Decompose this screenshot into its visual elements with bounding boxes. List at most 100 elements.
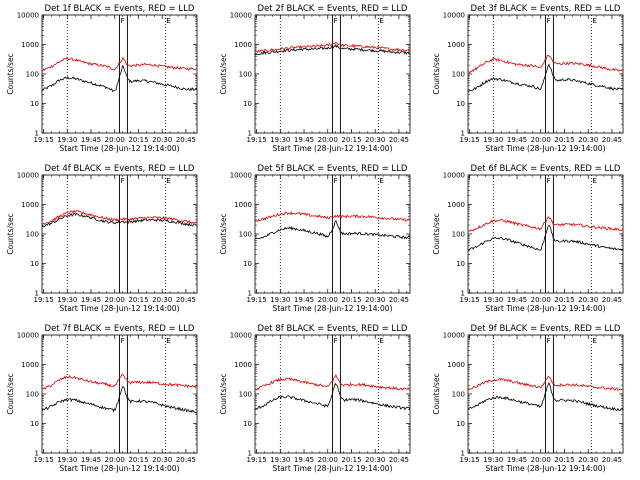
lld-series-line — [254, 41, 411, 54]
marker-letter: F — [121, 337, 125, 345]
detector-panel-5: Det 5f BLACK = Events, RED = LLD 1 10 100 10… — [219, 164, 411, 313]
detector-panel-1: Det 1f BLACK = Events, RED = LLD 1 10 100 10… — [6, 4, 198, 153]
y-axis-label: Counts/sec — [432, 373, 441, 414]
x-tick-label: 19:30 — [57, 456, 77, 464]
x-axis-label: Start Time (28-Jun-12 19:14:00) — [60, 304, 180, 313]
y-tick-label: 100 — [452, 391, 465, 399]
marker-letter: F — [547, 17, 551, 25]
y-axis-label: Counts/sec — [432, 213, 441, 254]
y-tick-label: 10 — [243, 260, 252, 268]
y-axis-label: Counts/sec — [6, 53, 15, 94]
panel-title: Det 9f BLACK = Events, RED = LLD — [471, 324, 621, 334]
y-tick-label: 1000 — [234, 41, 252, 49]
x-axis-label: Start Time (28-Jun-12 19:14:00) — [273, 144, 393, 153]
y-tick-label: 10000 — [230, 12, 252, 20]
y-tick-label: 100 — [26, 231, 39, 239]
y-axis-label: Counts/sec — [219, 213, 228, 254]
marker-letter: E — [592, 17, 596, 25]
x-tick-label: 20:45 — [176, 136, 196, 144]
x-tick-label: 20:00 — [318, 456, 338, 464]
x-tick-label: 19:45 — [81, 456, 101, 464]
x-tick-label: 19:15 — [459, 296, 479, 304]
y-tick-label: 10 — [30, 420, 39, 428]
x-tick-label: 20:30 — [152, 136, 172, 144]
y-tick-label: 1 — [248, 290, 252, 298]
x-tick-label: 19:15 — [246, 296, 266, 304]
x-tick-label: 19:15 — [459, 456, 479, 464]
detector-panel-7: Det 7f BLACK = Events, RED = LLD 1 10 100 10… — [6, 324, 198, 473]
marker-letter: E — [166, 337, 170, 345]
x-tick-label: 19:45 — [507, 296, 527, 304]
events-series-line — [41, 385, 198, 414]
y-tick-label: 100 — [452, 231, 465, 239]
y-tick-label: 1 — [248, 450, 252, 458]
x-axis-label: Start Time (28-Jun-12 19:14:00) — [486, 464, 606, 473]
x-tick-label: 19:15 — [33, 456, 53, 464]
y-tick-label: 1000 — [447, 201, 465, 209]
x-tick-label: 20:00 — [318, 136, 338, 144]
y-tick-label: 10 — [30, 100, 39, 108]
events-series-line — [467, 381, 624, 411]
y-axis-label: Counts/sec — [219, 53, 228, 94]
y-tick-label: 10000 — [17, 332, 39, 340]
y-tick-label: 1000 — [21, 41, 39, 49]
x-tick-label: 19:30 — [483, 456, 503, 464]
x-tick-label: 20:45 — [176, 296, 196, 304]
x-tick-label: 19:30 — [57, 136, 77, 144]
y-tick-label: 10000 — [443, 12, 465, 20]
panel-title: Det 8f BLACK = Events, RED = LLD — [258, 324, 408, 334]
x-tick-label: 19:45 — [507, 456, 527, 464]
x-tick-label: 19:30 — [270, 296, 290, 304]
y-tick-label: 10000 — [443, 172, 465, 180]
x-tick-label: 20:00 — [105, 136, 125, 144]
x-tick-label: 20:15 — [128, 136, 148, 144]
x-tick-label: 19:15 — [246, 456, 266, 464]
lld-series-line — [467, 54, 624, 74]
marker-letter: E — [166, 17, 170, 25]
y-tick-label: 100 — [239, 391, 252, 399]
detector-panel-3: Det 3f BLACK = Events, RED = LLD 1 10 100 10… — [432, 4, 624, 153]
detector-panel-4: Det 4f BLACK = Events, RED = LLD 1 10 100 10… — [6, 164, 198, 313]
lld-series-line — [41, 373, 198, 390]
y-tick-label: 100 — [239, 231, 252, 239]
y-tick-label: 100 — [452, 71, 465, 79]
y-tick-label: 1000 — [447, 361, 465, 369]
panel-title: Det 3f BLACK = Events, RED = LLD — [471, 4, 621, 14]
x-tick-label: 20:00 — [531, 456, 551, 464]
marker-letter: F — [547, 177, 551, 185]
y-tick-label: 1 — [461, 450, 465, 458]
x-tick-label: 19:15 — [33, 136, 53, 144]
x-tick-label: 20:15 — [341, 136, 361, 144]
marker-letter: F — [121, 17, 125, 25]
y-tick-label: 10000 — [443, 332, 465, 340]
x-tick-label: 19:15 — [246, 136, 266, 144]
y-tick-label: 10000 — [17, 172, 39, 180]
y-tick-label: 1 — [35, 450, 39, 458]
y-tick-label: 1 — [35, 290, 39, 298]
lld-series-line — [467, 216, 624, 232]
x-tick-label: 20:30 — [152, 296, 172, 304]
y-tick-label: 1000 — [21, 201, 39, 209]
x-tick-label: 20:00 — [531, 136, 551, 144]
marker-letter: E — [592, 177, 596, 185]
y-tick-label: 10000 — [230, 172, 252, 180]
x-axis-label: Start Time (28-Jun-12 19:14:00) — [60, 464, 180, 473]
y-tick-label: 10 — [456, 100, 465, 108]
y-tick-label: 10000 — [17, 12, 39, 20]
y-axis-label: Counts/sec — [432, 53, 441, 94]
y-tick-label: 10 — [243, 420, 252, 428]
y-tick-label: 100 — [26, 391, 39, 399]
x-tick-label: 20:15 — [128, 296, 148, 304]
x-tick-label: 19:30 — [483, 296, 503, 304]
x-tick-label: 19:45 — [81, 136, 101, 144]
x-tick-label: 19:15 — [459, 136, 479, 144]
x-tick-label: 20:45 — [389, 136, 409, 144]
x-tick-label: 19:30 — [270, 136, 290, 144]
y-tick-label: 1 — [248, 130, 252, 138]
x-tick-label: 19:45 — [294, 136, 314, 144]
marker-letter: F — [334, 177, 338, 185]
detector-panel-6: Det 6f BLACK = Events, RED = LLD 1 10 100 10… — [432, 164, 624, 313]
detector-panel-9: Det 9f BLACK = Events, RED = LLD 1 10 100 10… — [432, 324, 624, 473]
x-tick-label: 19:30 — [57, 296, 77, 304]
